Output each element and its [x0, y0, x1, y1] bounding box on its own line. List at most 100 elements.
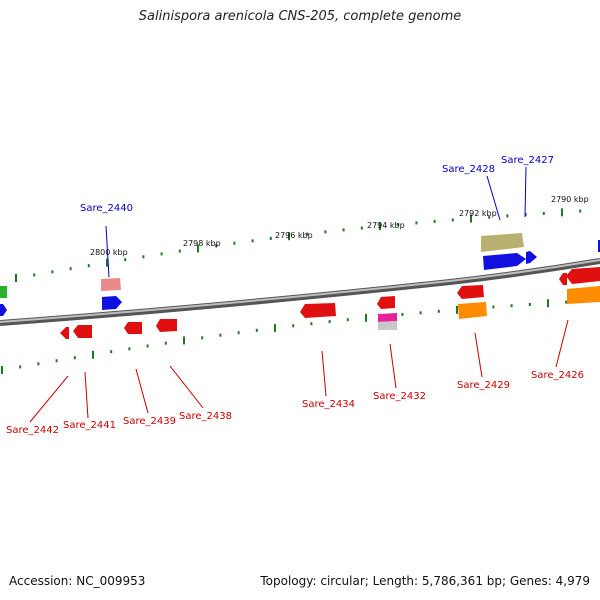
leader-sare-2441 [84, 371, 89, 419]
label-sare-2440[interactable]: Sare_2440 [80, 203, 133, 214]
label-sare-2429[interactable]: Sare_2429 [457, 380, 510, 391]
outer-tick [470, 214, 472, 223]
label-sare-2428[interactable]: Sare_2428 [442, 164, 495, 175]
gene-sare-2438[interactable] [156, 319, 177, 332]
forward-genes [0, 233, 600, 316]
inner-tick [528, 303, 531, 306]
outer-tick [197, 244, 199, 253]
inner-tick [183, 336, 185, 345]
label-sare-2427[interactable]: Sare_2427 [501, 155, 554, 166]
gene-leader-lines [29, 166, 569, 423]
label-sare-2439[interactable]: Sare_2439 [123, 416, 176, 427]
genome-title: Salinispora arenicola CNS-205, complete … [138, 9, 462, 24]
accession-label: Accession: NC_009953 [9, 574, 146, 588]
gene-reverse-red-2432a[interactable] [377, 296, 395, 309]
label-sare-2432[interactable]: Sare_2432 [373, 391, 426, 402]
leader-sare-2438 [169, 365, 204, 409]
outer-tick [51, 270, 54, 274]
reverse-gene-labels: Sare_2442 Sare_2441 Sare_2439 Sare_2438 … [6, 370, 584, 436]
outer-tick [488, 215, 491, 219]
leader-sare-2429 [474, 332, 483, 378]
outer-tick [269, 236, 272, 240]
gene-reverse-red-2429a[interactable] [457, 285, 484, 299]
gene-reverse-gray[interactable] [378, 321, 397, 330]
inner-tick [92, 350, 94, 359]
outer-tick [324, 230, 327, 234]
genome-backbone [0, 258, 600, 326]
outer-tick [542, 211, 545, 215]
leader-sare-2442 [29, 375, 69, 423]
inner-tick [274, 324, 276, 332]
inner-tick [510, 304, 513, 308]
outer-tick [451, 218, 454, 222]
label-sare-2441[interactable]: Sare_2441 [63, 420, 116, 431]
inner-tick [437, 309, 440, 313]
inner-tick [328, 320, 331, 324]
label-sare-2438[interactable]: Sare_2438 [179, 411, 232, 422]
tick-label-2790: 2790 kbp [551, 195, 589, 204]
gene-forward-blue-2[interactable] [483, 253, 526, 270]
leader-sare-2440 [105, 225, 110, 278]
forward-gene-labels: Sare_2440 Sare_2428 Sare_2427 [80, 155, 554, 214]
outer-tick [87, 264, 90, 268]
inner-tick [292, 324, 295, 328]
tick-label-2794: 2794 kbp [367, 221, 405, 230]
gene-sare-2426[interactable] [566, 267, 600, 284]
gene-reverse-red-2426a[interactable] [559, 273, 567, 285]
outer-tick [379, 222, 381, 231]
label-sare-2434[interactable]: Sare_2434 [302, 399, 355, 410]
gene-sare-2442[interactable] [60, 327, 69, 339]
tick-label-2792: 2792 kbp [459, 209, 497, 218]
gene-sare-2441[interactable] [73, 325, 92, 338]
label-sare-2442[interactable]: Sare_2442 [6, 425, 59, 436]
outer-tick [306, 232, 309, 236]
outer-tick [106, 258, 108, 267]
outer-tick [415, 221, 418, 225]
inner-tick [128, 347, 131, 351]
leader-sare-2434 [321, 350, 327, 397]
gene-sare-2429[interactable] [458, 302, 487, 319]
outer-tick [524, 213, 527, 217]
inner-tick [110, 350, 113, 354]
gene-forward-blue-1[interactable] [102, 296, 122, 310]
inner-tick [237, 331, 240, 335]
tick-label-2798: 2798 kbp [183, 239, 221, 248]
inner-tick [255, 328, 258, 332]
tick-label-2800: 2800 kbp [90, 248, 128, 257]
inner-tick [492, 305, 495, 309]
gene-forward-blue-edge-left[interactable] [0, 304, 7, 316]
gene-sare-2428[interactable] [481, 233, 524, 252]
leader-sare-2439 [135, 368, 149, 414]
outer-tick [506, 214, 509, 218]
leader-sare-2427 [524, 166, 527, 218]
gene-sare-2427[interactable] [526, 251, 537, 264]
outer-tick [142, 255, 145, 259]
inner-tick [401, 312, 404, 316]
tick-label-2796: 2796 kbp [275, 231, 313, 240]
genome-summary: Topology: circular; Length: 5,786,361 bp… [260, 574, 590, 588]
inner-tick [419, 311, 422, 315]
gene-sare-2440[interactable] [101, 278, 121, 291]
genome-backbone-highlight [0, 259, 600, 323]
inner-tick [19, 365, 22, 369]
inner-tick [37, 362, 40, 366]
outer-tick [251, 239, 254, 243]
inner-tick [164, 341, 167, 345]
gene-sare-2434[interactable] [300, 303, 336, 318]
outer-tick [69, 267, 72, 271]
outer-tick [178, 249, 181, 253]
gene-forward-green[interactable] [0, 286, 7, 298]
gene-sare-2432[interactable] [378, 313, 397, 322]
inner-tick [565, 300, 568, 304]
outer-tick [342, 228, 345, 232]
label-sare-2426[interactable]: Sare_2426 [531, 370, 584, 381]
outer-tick [397, 223, 400, 226]
inner-tick [365, 313, 367, 322]
leader-sare-2426 [555, 319, 569, 368]
inner-tick [201, 336, 204, 340]
inner-tick [146, 344, 149, 348]
gene-reverse-orange-edge[interactable] [567, 286, 600, 304]
gene-sare-2439[interactable] [124, 322, 142, 334]
